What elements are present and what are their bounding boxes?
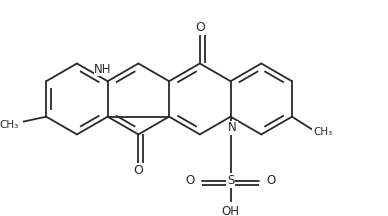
Text: O: O — [267, 174, 276, 187]
Text: O: O — [195, 21, 205, 34]
Text: S: S — [227, 174, 234, 187]
Text: N: N — [228, 121, 237, 134]
Text: CH₃: CH₃ — [313, 127, 333, 137]
Text: CH₃: CH₃ — [0, 120, 19, 130]
Text: NH: NH — [94, 63, 112, 76]
Text: O: O — [133, 164, 143, 177]
Text: OH: OH — [222, 205, 239, 216]
Text: O: O — [185, 174, 195, 187]
